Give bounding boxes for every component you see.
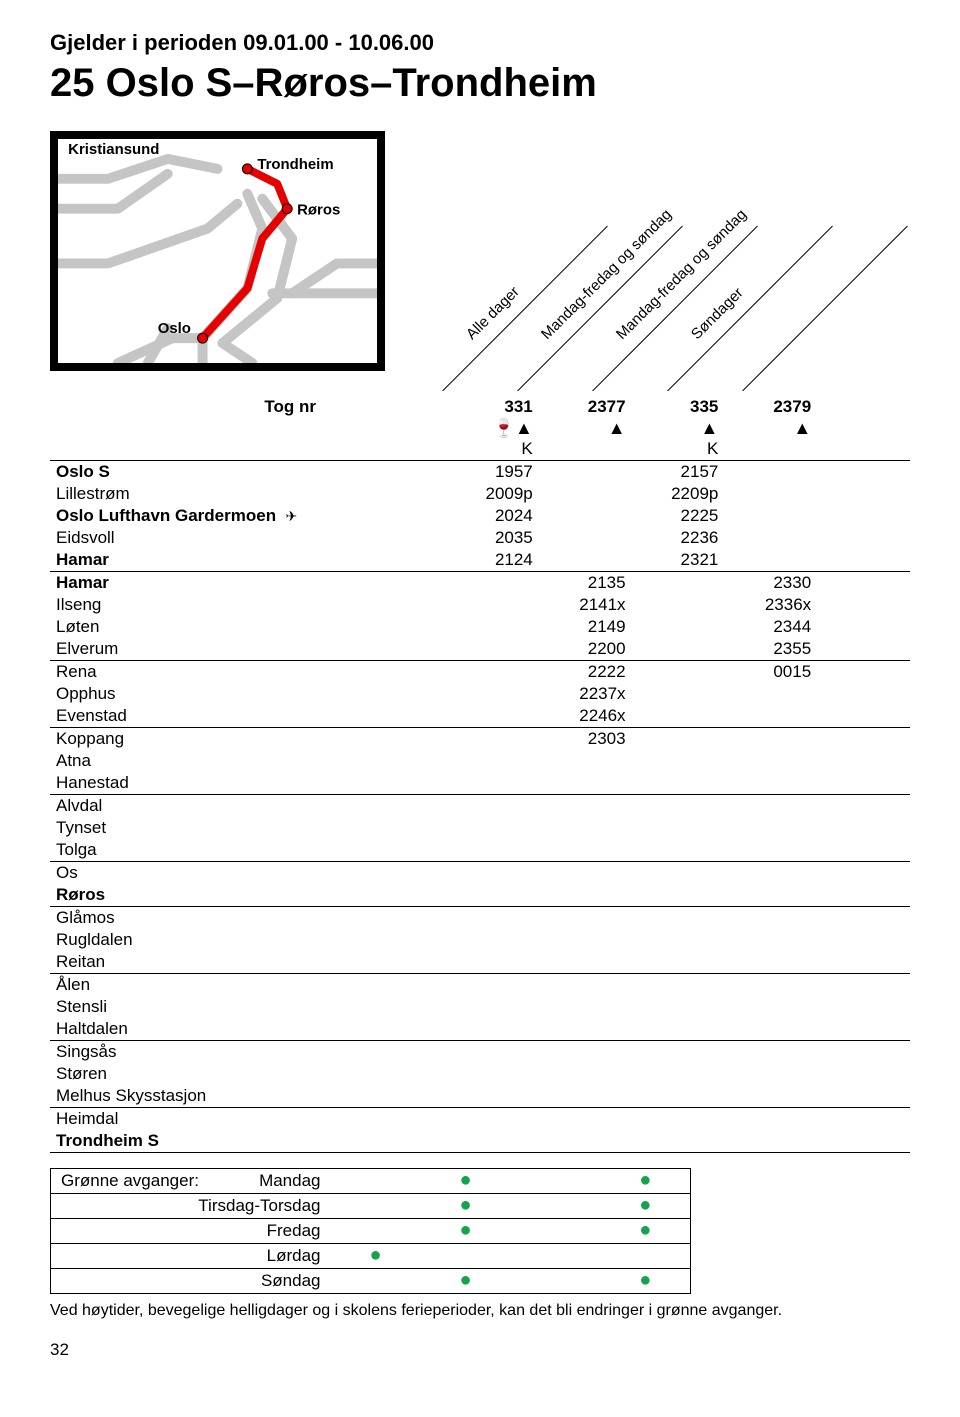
- route-map: Kristiansund Trondheim Røros Oslo: [50, 131, 385, 371]
- validity-period: Gjelder i perioden 09.01.00 - 10.06.00: [50, 30, 910, 56]
- map-label-trondheim: Trondheim: [257, 156, 333, 173]
- green-departures: Grønne avganger:Mandag●●Tirsdag-Torsdag●…: [50, 1168, 691, 1294]
- day-header-lines: [405, 131, 910, 391]
- map-label-oslo: Oslo: [158, 320, 191, 337]
- route-title: 25 Oslo S–Røros–Trondheim: [50, 61, 910, 106]
- map-label-kristiansund: Kristiansund: [68, 141, 159, 158]
- timetable: Tog nr33123773352379🍷▲▲▲▲KKOslo S1957215…: [50, 391, 910, 1153]
- day-header-block: Alle dager Mandag-fredag og søndag Manda…: [405, 131, 910, 391]
- page-number: 32: [50, 1340, 910, 1360]
- map-label-roros: Røros: [297, 202, 340, 219]
- footnote: Ved høytider, bevegelige helligdager og …: [50, 1302, 870, 1320]
- map-svg: Kristiansund Trondheim Røros Oslo: [58, 139, 377, 363]
